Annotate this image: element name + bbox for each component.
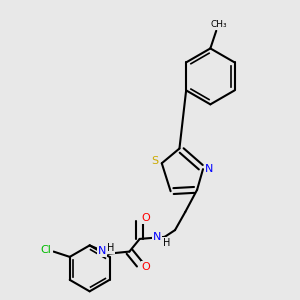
Text: S: S	[152, 156, 159, 166]
Text: O: O	[142, 213, 151, 223]
Text: Cl: Cl	[41, 245, 52, 255]
Text: CH₃: CH₃	[211, 20, 227, 29]
Text: H: H	[163, 238, 170, 248]
Text: H: H	[106, 243, 114, 253]
Text: O: O	[142, 262, 151, 272]
Text: N: N	[153, 232, 161, 242]
Text: N: N	[98, 246, 106, 256]
Text: N: N	[205, 164, 213, 173]
